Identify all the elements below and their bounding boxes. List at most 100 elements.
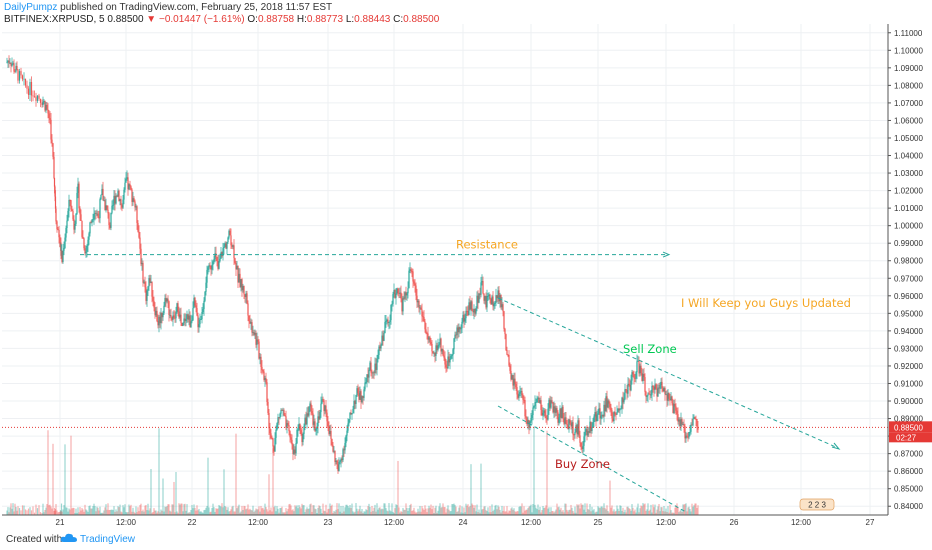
upper-trendline-arrowhead xyxy=(831,442,841,450)
candle-body xyxy=(634,378,636,379)
volume-bar xyxy=(129,506,131,515)
candle-body xyxy=(269,428,271,434)
volume-bar xyxy=(291,510,293,515)
symbol-label: BITFINEX:XRPUSD, 5 xyxy=(4,14,105,25)
candle-body xyxy=(311,411,313,414)
candle-body xyxy=(151,281,153,297)
candle-body xyxy=(604,404,606,411)
volume-bar xyxy=(381,508,383,515)
candle-body xyxy=(490,298,492,305)
publish-header: DailyPumpz published on TradingView.com,… xyxy=(4,1,332,14)
candle-body xyxy=(685,435,687,439)
volume-bar xyxy=(271,511,273,515)
candle-body xyxy=(534,402,536,407)
volume-bar xyxy=(64,444,66,515)
candle-body xyxy=(318,416,320,420)
candle-body xyxy=(132,198,134,202)
candle-body xyxy=(420,307,422,310)
volume-bar xyxy=(592,510,594,515)
volume-bar xyxy=(553,512,555,515)
candle-body xyxy=(560,408,562,419)
y-tick-label: 1.08000 xyxy=(894,81,923,90)
x-tick-label: 21 xyxy=(56,518,65,527)
candle-body xyxy=(244,294,246,297)
candle-body xyxy=(554,406,556,413)
volume-bar xyxy=(462,512,464,515)
candle-body xyxy=(252,332,254,333)
candle-body xyxy=(270,433,272,438)
candle-body xyxy=(237,265,239,283)
volume-bar xyxy=(182,511,184,515)
candle-body xyxy=(176,303,178,313)
volume-bar xyxy=(673,512,675,515)
candle-body xyxy=(646,395,648,397)
candle-body xyxy=(390,304,392,321)
volume-bar xyxy=(38,505,40,515)
candle-body xyxy=(179,314,181,318)
candle-body xyxy=(568,419,570,430)
volume-bar xyxy=(60,503,63,515)
candle-body xyxy=(158,316,160,326)
volume-bar xyxy=(254,510,256,515)
volume-bar xyxy=(442,503,444,515)
volume-bar xyxy=(425,508,427,515)
volume-bar xyxy=(299,506,301,515)
volume-bar xyxy=(165,506,167,515)
candle-body xyxy=(365,382,367,383)
volume-bar xyxy=(259,511,261,515)
volume-bar xyxy=(593,509,595,515)
candle-body xyxy=(163,305,165,314)
volume-bar xyxy=(142,509,144,515)
tradingview-brand-link[interactable]: TradingView xyxy=(80,534,136,545)
volume-bar xyxy=(187,512,189,515)
volume-bar xyxy=(174,512,176,515)
price-axis[interactable]: 1.11000 1.10000 1.09000 1.08000 1.07000 1.060… xyxy=(887,24,932,515)
candle-body xyxy=(236,265,238,270)
candle-body xyxy=(338,462,340,471)
volume-bar xyxy=(222,507,224,515)
candle-body xyxy=(480,282,482,295)
y-tick-label: 1.07000 xyxy=(894,99,923,108)
author-link[interactable]: DailyPumpz xyxy=(4,2,58,13)
candle-body xyxy=(260,356,262,367)
volume-bar xyxy=(651,512,653,515)
candle-body xyxy=(439,338,441,345)
time-axis[interactable]: 21 12:00 22 12:00 23 12:00 24 12:00 25 12:00 26 12:… xyxy=(2,514,888,527)
x-tick-label: 12:00 xyxy=(116,518,137,527)
volume-bar xyxy=(517,511,519,515)
candle-body xyxy=(204,291,206,301)
candle-body xyxy=(290,437,292,440)
volume-bar xyxy=(537,504,539,515)
candle-body xyxy=(324,405,326,412)
candle-body xyxy=(465,310,467,319)
volume-bar xyxy=(634,509,636,515)
volume-bar xyxy=(162,478,164,515)
candle-body xyxy=(174,317,176,319)
price-chart[interactable]: Resistance Sell Zone Buy Zone I Will Keep y… xyxy=(0,0,932,528)
volume-bar xyxy=(454,504,456,515)
candle-body xyxy=(484,296,486,301)
volume-bar xyxy=(620,505,622,515)
candle-body xyxy=(144,281,146,288)
volume-bar xyxy=(70,435,72,515)
volume-bar xyxy=(96,506,98,515)
volume-bar xyxy=(484,506,486,515)
volume-bar xyxy=(640,505,642,515)
volume-bar xyxy=(533,426,535,515)
volume-bar xyxy=(200,511,202,515)
candle-body xyxy=(598,408,600,414)
volume-bar xyxy=(586,503,588,515)
candle-body xyxy=(123,189,125,200)
candle-body xyxy=(651,385,653,395)
candle-body xyxy=(491,296,493,305)
current-price-label: 0.88500 xyxy=(894,423,923,432)
candle-body xyxy=(341,458,343,461)
ohlc-header: BITFINEX:XRPUSD, 5 0.88500 ▼ −0.01447 (−… xyxy=(4,13,439,26)
volume-bar xyxy=(175,472,177,515)
candle-body xyxy=(84,248,86,254)
volume-bar xyxy=(62,509,64,515)
candle-body xyxy=(208,265,210,268)
volume-bar xyxy=(158,428,160,515)
volume-bar xyxy=(23,505,25,515)
volume-bar xyxy=(483,506,485,515)
